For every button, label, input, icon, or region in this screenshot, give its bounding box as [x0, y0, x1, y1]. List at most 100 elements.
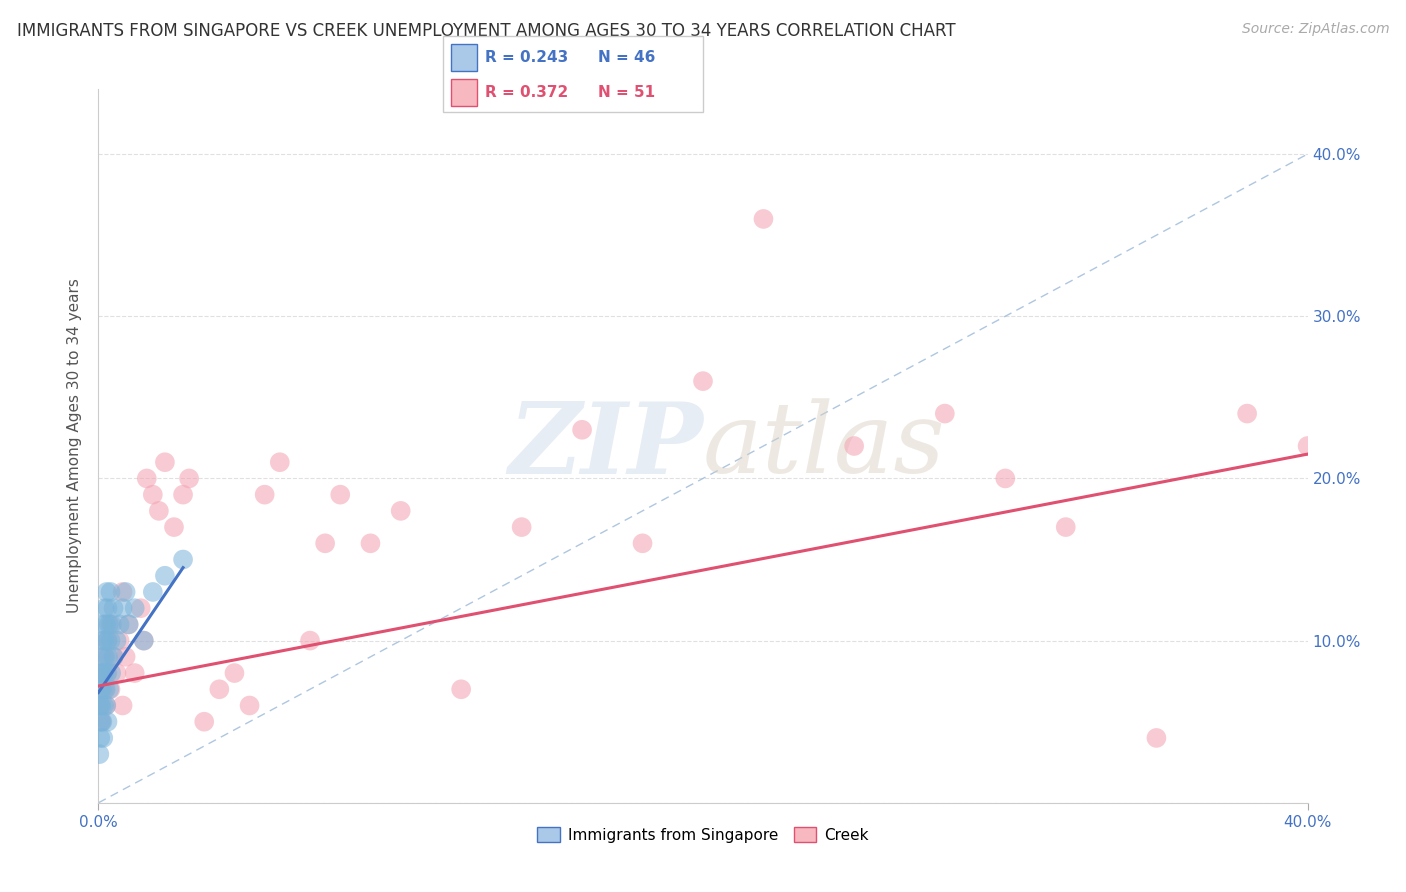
- Point: [752, 211, 775, 226]
- Point: [93, 601, 115, 615]
- Point: [111, 585, 134, 599]
- Point: [90, 698, 112, 713]
- Point: [844, 439, 866, 453]
- Point: [111, 601, 134, 615]
- Point: [101, 617, 124, 632]
- Point: [96, 633, 118, 648]
- Text: R = 0.372: R = 0.372: [485, 85, 568, 100]
- Point: [98, 682, 121, 697]
- Point: [94, 698, 117, 713]
- Point: [111, 698, 134, 713]
- Point: [100, 666, 122, 681]
- Point: [90, 666, 112, 681]
- Point: [193, 714, 215, 729]
- Point: [100, 617, 122, 632]
- Point: [94, 617, 117, 632]
- Point: [97, 649, 120, 664]
- Text: atlas: atlas: [703, 399, 946, 493]
- Point: [97, 617, 120, 632]
- Point: [571, 423, 593, 437]
- Legend: Immigrants from Singapore, Creek: Immigrants from Singapore, Creek: [531, 821, 875, 848]
- Point: [93, 682, 115, 697]
- Point: [103, 649, 125, 664]
- Point: [89, 698, 111, 713]
- Point: [314, 536, 336, 550]
- Point: [96, 633, 118, 648]
- Point: [91, 666, 114, 681]
- Point: [692, 374, 714, 388]
- Point: [89, 747, 111, 761]
- Point: [108, 633, 131, 648]
- Point: [179, 471, 201, 485]
- Text: ZIP: ZIP: [508, 398, 703, 494]
- Point: [94, 649, 117, 664]
- Point: [91, 731, 114, 745]
- Point: [299, 633, 322, 648]
- Point: [269, 455, 291, 469]
- Point: [93, 666, 115, 681]
- Point: [89, 698, 111, 713]
- Point: [1296, 439, 1319, 453]
- Point: [1236, 407, 1258, 421]
- Point: [93, 633, 115, 648]
- Point: [89, 731, 111, 745]
- Point: [450, 682, 472, 697]
- Point: [148, 504, 170, 518]
- Point: [96, 714, 118, 729]
- Point: [91, 714, 114, 729]
- Point: [93, 698, 115, 713]
- Point: [124, 666, 146, 681]
- Text: Source: ZipAtlas.com: Source: ZipAtlas.com: [1241, 22, 1389, 37]
- Point: [239, 698, 262, 713]
- Point: [114, 585, 136, 599]
- Point: [100, 585, 122, 599]
- Point: [91, 633, 114, 648]
- Point: [96, 585, 118, 599]
- Point: [100, 633, 122, 648]
- Text: R = 0.243: R = 0.243: [485, 50, 568, 65]
- Point: [994, 471, 1017, 485]
- Point: [96, 698, 118, 713]
- Point: [224, 666, 246, 681]
- Point: [94, 682, 117, 697]
- Point: [142, 488, 165, 502]
- Point: [93, 649, 115, 664]
- Point: [93, 617, 115, 632]
- Point: [103, 601, 125, 615]
- Point: [360, 536, 382, 550]
- Text: IMMIGRANTS FROM SINGAPORE VS CREEK UNEMPLOYMENT AMONG AGES 30 TO 34 YEARS CORREL: IMMIGRANTS FROM SINGAPORE VS CREEK UNEMP…: [17, 22, 956, 40]
- Point: [934, 407, 956, 421]
- Point: [96, 666, 118, 681]
- Point: [108, 617, 131, 632]
- Point: [172, 488, 194, 502]
- Point: [163, 520, 186, 534]
- Point: [90, 714, 112, 729]
- Text: N = 51: N = 51: [598, 85, 655, 100]
- Point: [135, 471, 157, 485]
- Point: [91, 666, 114, 681]
- Y-axis label: Unemployment Among Ages 30 to 34 years: Unemployment Among Ages 30 to 34 years: [67, 278, 83, 614]
- Point: [631, 536, 654, 550]
- Point: [172, 552, 194, 566]
- Point: [103, 649, 125, 664]
- Point: [100, 682, 122, 697]
- Point: [510, 520, 533, 534]
- Point: [132, 633, 155, 648]
- Point: [153, 568, 176, 582]
- Point: [91, 682, 114, 697]
- Point: [142, 585, 165, 599]
- Point: [1054, 520, 1077, 534]
- Point: [124, 601, 146, 615]
- Point: [329, 488, 352, 502]
- Point: [129, 601, 152, 615]
- Point: [153, 455, 176, 469]
- Point: [253, 488, 276, 502]
- Point: [114, 649, 136, 664]
- Point: [132, 633, 155, 648]
- Point: [105, 666, 128, 681]
- Point: [105, 633, 128, 648]
- Point: [90, 649, 112, 664]
- Point: [96, 601, 118, 615]
- Point: [208, 682, 231, 697]
- Point: [118, 617, 141, 632]
